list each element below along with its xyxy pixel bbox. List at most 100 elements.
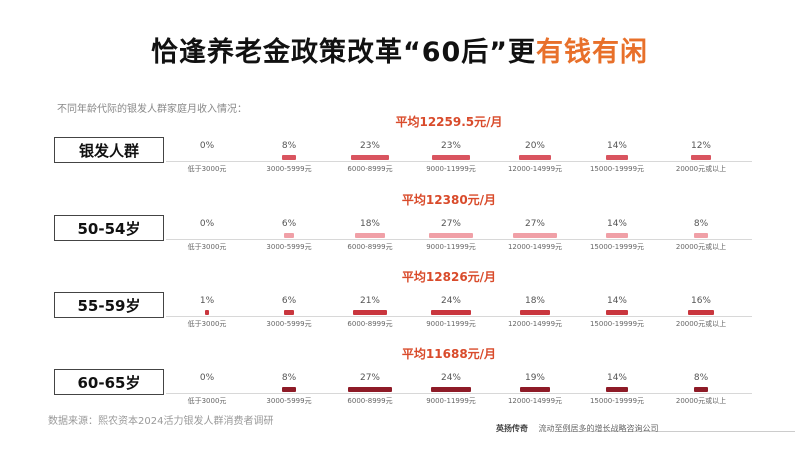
category-label: 低于3000元 [187,165,227,173]
group-label: 60-65岁 [54,369,164,395]
title-main: 恰逢养老金政策改革“60后”更 [150,37,537,68]
category-label: 3000-5999元 [266,397,312,405]
category-label: 12000-14999元 [507,243,563,251]
bar [431,310,471,315]
category-label: 6000-8999元 [347,243,393,251]
bar [513,233,557,238]
bar [351,155,389,160]
data-label: 20% [524,141,545,151]
bar [694,387,708,392]
data-label: 8% [693,219,709,229]
footer-tagline: 流动至例居多的增长战略咨询公司 [538,424,659,433]
bar [432,155,470,160]
category-label: 15000-19999元 [589,397,645,405]
bar [694,233,708,238]
data-label: 16% [690,296,711,306]
category-label: 6000-8999元 [347,320,393,328]
group-label: 银发人群 [54,137,164,163]
data-label: 24% [440,373,461,383]
bar [355,233,385,238]
bar [519,387,551,392]
bar [282,155,296,160]
bar [431,387,471,392]
category-label: 12000-14999元 [507,397,563,405]
data-source: 数据来源：熙农资本2024活力银发人群消费者调研 [48,416,274,427]
bar [605,155,629,160]
category-label: 9000-11999元 [426,397,476,405]
data-label: 19% [524,373,545,383]
category-label: 9000-11999元 [426,243,476,251]
category-label: 9000-11999元 [426,165,476,173]
category-label: 15000-19999元 [589,320,645,328]
axis-line [166,239,752,240]
category-label: 低于3000元 [187,397,227,405]
category-label: 低于3000元 [187,243,227,251]
category-label: 15000-19999元 [589,243,645,251]
data-label: 8% [693,373,709,383]
average-label: 平均12826元/月 [401,270,497,284]
data-label: 1% [199,296,215,306]
category-label: 3000-5999元 [266,320,312,328]
bar [348,387,392,392]
category-label: 6000-8999元 [347,165,393,173]
footer-brand: 英扬传奇 [496,424,528,433]
data-label: 27% [440,219,461,229]
bar [605,310,629,315]
bar [518,155,552,160]
data-label: 23% [359,141,380,151]
bar [691,155,711,160]
category-label: 6000-8999元 [347,397,393,405]
data-label: 23% [440,141,461,151]
bar [205,310,209,315]
bar [282,387,296,392]
average-label: 平均12380元/月 [401,193,497,207]
category-label: 20000元或以上 [675,165,727,173]
data-label: 0% [199,373,215,383]
bar [352,310,388,315]
data-label: 27% [524,219,545,229]
data-label: 14% [606,141,627,151]
bar [605,233,629,238]
category-label: 20000元或以上 [675,243,727,251]
group-label: 50-54岁 [54,215,164,241]
category-label: 20000元或以上 [675,320,727,328]
data-label: 14% [606,373,627,383]
category-label: 12000-14999元 [507,165,563,173]
data-label: 14% [606,219,627,229]
data-label: 0% [199,141,215,151]
footer-divider [560,431,795,432]
category-label: 3000-5999元 [266,243,312,251]
category-label: 低于3000元 [187,320,227,328]
data-label: 27% [359,373,380,383]
data-label: 8% [281,141,297,151]
bar [284,233,294,238]
data-label: 6% [281,296,297,306]
axis-line [166,393,752,394]
bar [520,310,550,315]
data-label: 8% [281,373,297,383]
data-label: 21% [359,296,380,306]
data-label: 0% [199,219,215,229]
group-label: 55-59岁 [54,292,164,318]
chart-subtitle: 不同年龄代际的银发人群家庭月收入情况： [57,104,247,115]
axis-line [166,161,752,162]
category-label: 9000-11999元 [426,320,476,328]
bar [429,233,473,238]
average-label: 平均11688元/月 [401,347,497,361]
category-label: 3000-5999元 [266,165,312,173]
bar [284,310,294,315]
title-accent: 有钱有闲 [536,37,649,68]
average-label: 平均12259.5元/月 [395,115,503,129]
footer: 英扬传奇 流动至例居多的增长战略咨询公司 [496,423,659,434]
bar [605,387,629,392]
data-label: 18% [359,219,380,229]
data-label: 14% [606,296,627,306]
category-label: 12000-14999元 [507,320,563,328]
category-label: 20000元或以上 [675,397,727,405]
data-label: 12% [690,141,711,151]
axis-line [166,316,752,317]
category-label: 15000-19999元 [589,165,645,173]
bar [687,310,715,315]
data-label: 6% [281,219,297,229]
page-title: 恰逢养老金政策改革“60后”更有钱有闲 [0,30,799,69]
